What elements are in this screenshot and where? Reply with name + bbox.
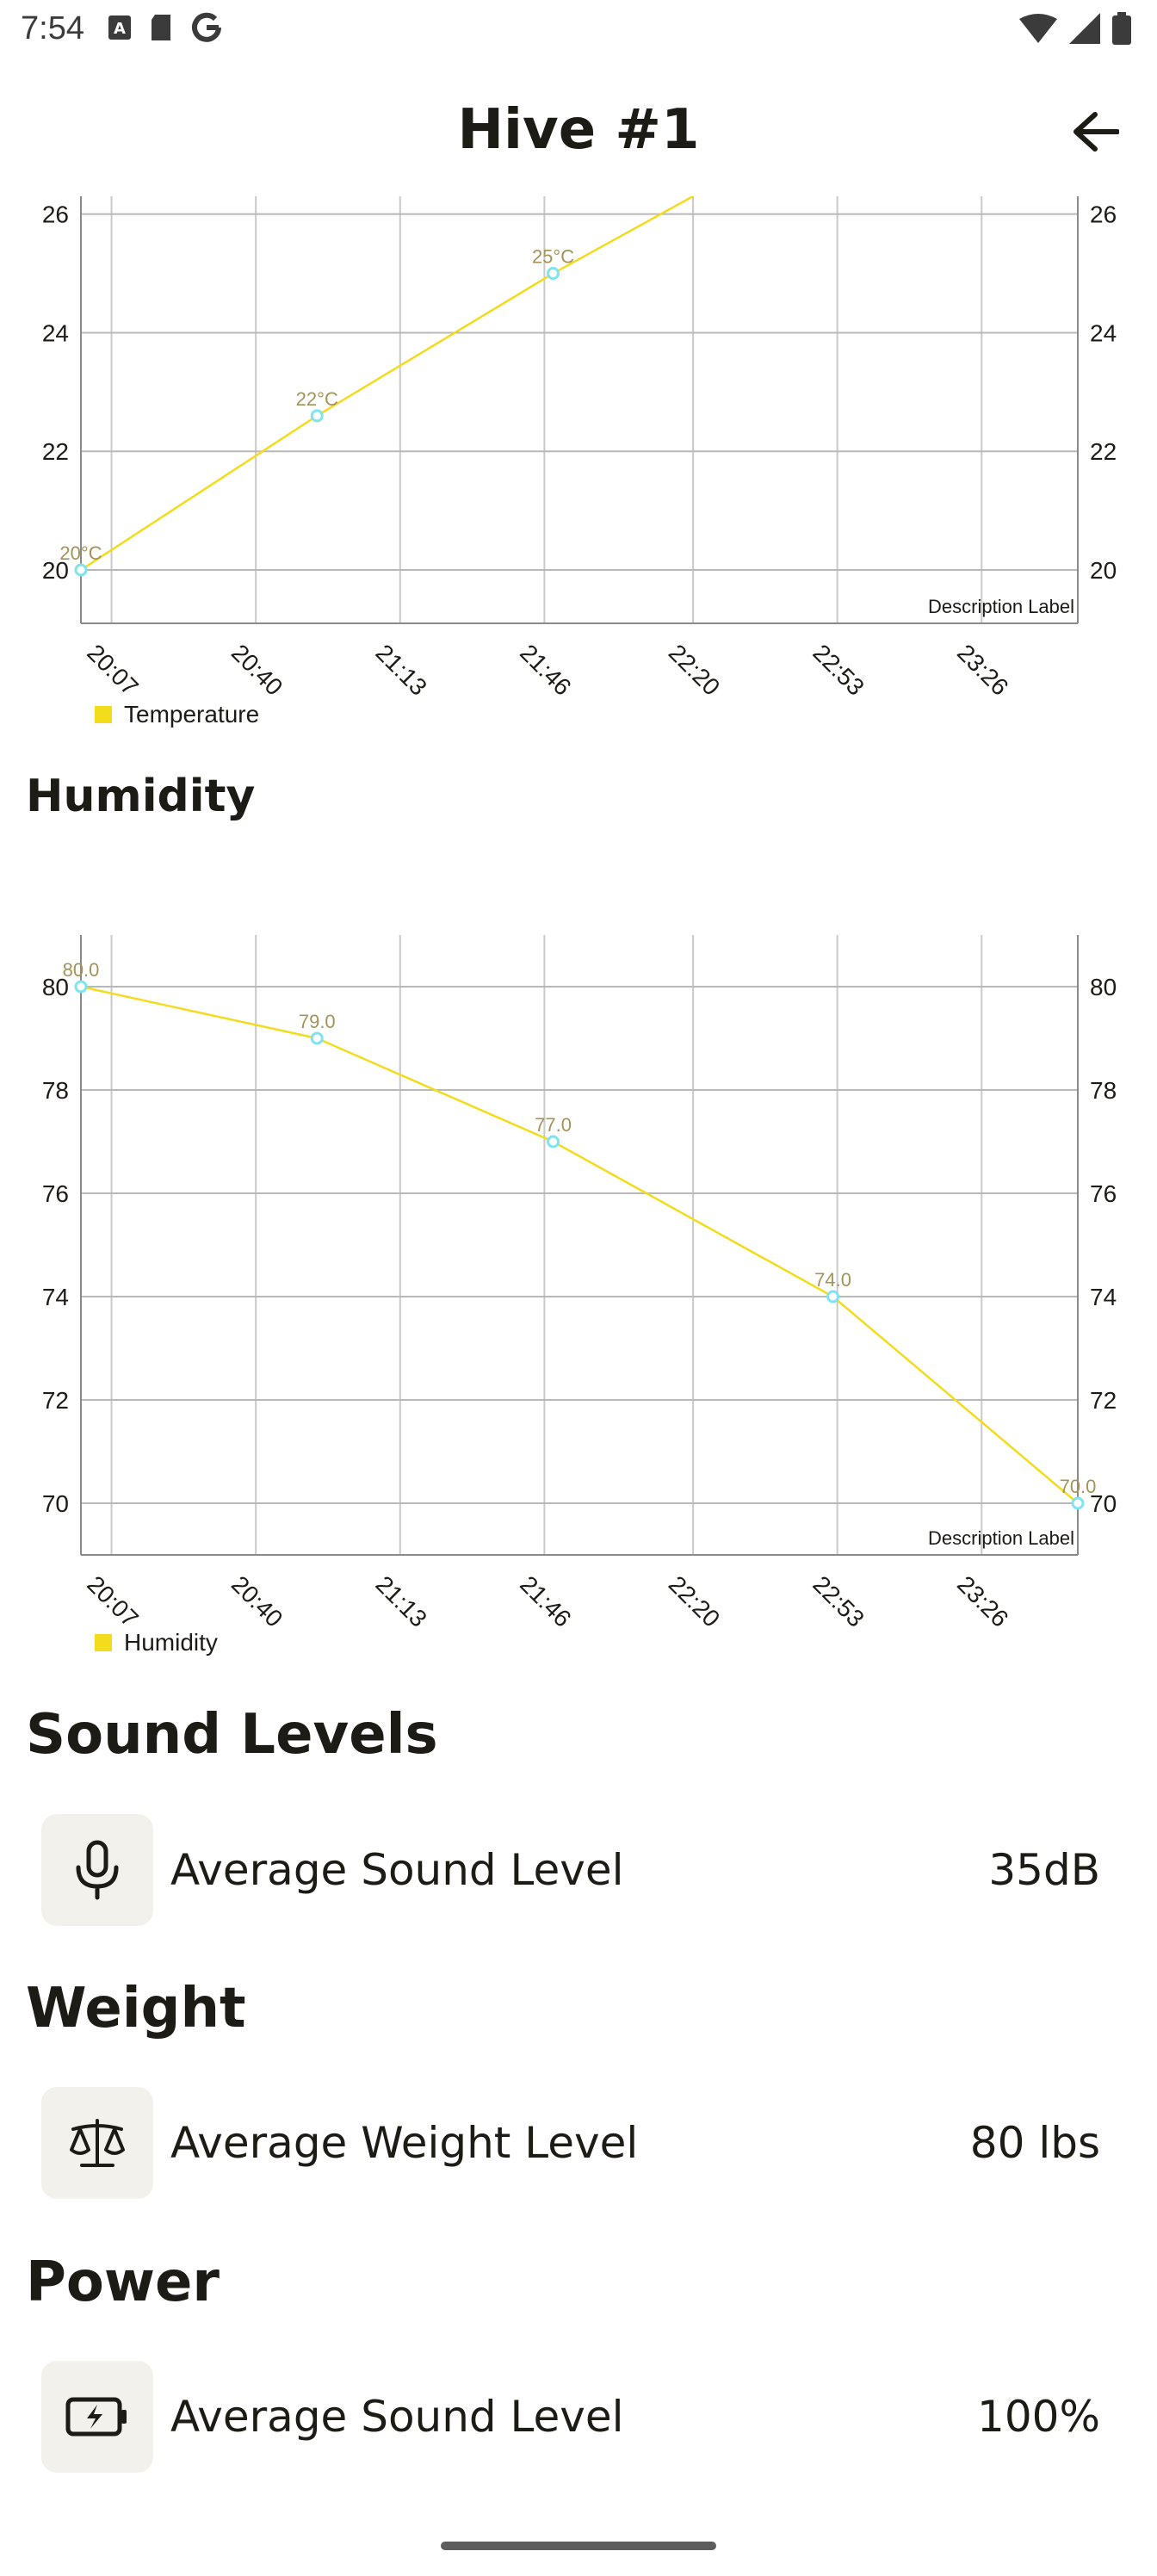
humidity-chart: 70 70 72 72 74 74 76 76 78 78 80 80 20:07 20:40 21:13 2… <box>0 913 1157 1670</box>
y-tick-label: 20 <box>1090 557 1117 584</box>
x-tick-label: 21:46 <box>515 1570 576 1632</box>
data-label: 77.0 <box>535 1114 572 1136</box>
status-time: 7:54 <box>21 10 84 46</box>
y-tick-label: 26 <box>42 201 69 228</box>
y-tick-label: 24 <box>1090 319 1117 346</box>
temperature-chart: 20 20 22 22 24 24 26 26 20:07 20:40 21:13 21:46 22:2… <box>0 181 1157 749</box>
data-point <box>310 409 324 423</box>
data-point <box>1071 1496 1085 1510</box>
microphone-icon <box>76 1840 119 1900</box>
x-tick-label: 20:07 <box>82 1570 143 1632</box>
temperature-legend: Temperature <box>95 701 259 728</box>
legend-swatch <box>95 1634 112 1651</box>
y-tick-label: 24 <box>42 319 69 346</box>
scale-icon <box>70 2119 125 2167</box>
y-tick-label: 76 <box>42 1180 69 1207</box>
sd-card-icon <box>152 15 170 40</box>
series-line <box>81 985 1078 1504</box>
legend-label: Humidity <box>124 1629 218 1656</box>
y-tick-label: 80 <box>1090 974 1117 1000</box>
power-icon-box <box>41 2361 153 2473</box>
data-point <box>547 1135 560 1149</box>
power-level-value: 100% <box>977 2392 1100 2442</box>
home-indicator[interactable] <box>441 2542 716 2550</box>
weight-icon-box <box>41 2087 153 2199</box>
y-tick-label: 72 <box>1090 1387 1117 1414</box>
svg-text:A: A <box>114 20 126 38</box>
x-tick-label: 22:53 <box>807 1570 869 1632</box>
x-tick-label: 23:26 <box>952 1570 1013 1632</box>
battery-charging-icon <box>65 2397 127 2437</box>
y-tick-label: 26 <box>1090 201 1117 228</box>
power-level-label: Average Sound Level <box>170 2392 624 2442</box>
series-line <box>81 196 694 572</box>
description-label: Description Label <box>928 596 1074 617</box>
y-tick-label: 20 <box>42 557 69 584</box>
battery-icon <box>1112 12 1131 45</box>
data-label: 20°C <box>59 542 102 564</box>
sound-level-value: 35dB <box>988 1845 1100 1895</box>
y-tick-label: 22 <box>1090 438 1117 465</box>
x-tick-label: 22:53 <box>807 639 869 700</box>
app-bar: Hive #1 <box>0 86 1157 181</box>
y-tick-label: 22 <box>42 438 69 465</box>
x-tick-label: 20:40 <box>226 1570 288 1632</box>
weight-level-row[interactable]: Average Weight Level 80 lbs <box>41 2087 1100 2199</box>
weight-title: Weight <box>26 1977 246 2040</box>
data-point <box>547 267 560 281</box>
y-tick-label: 74 <box>1090 1284 1117 1310</box>
x-tick-label: 20:40 <box>226 639 288 700</box>
y-tick-label: 78 <box>1090 1077 1117 1104</box>
signal-icon <box>1069 13 1100 44</box>
x-tick-label: 21:46 <box>515 639 576 700</box>
data-label: 74.0 <box>814 1269 851 1291</box>
y-tick-label: 76 <box>1090 1180 1117 1207</box>
google-icon <box>192 12 221 42</box>
humidity-title: Humidity <box>26 771 256 822</box>
x-tick-label: 23:26 <box>952 639 1013 700</box>
x-tick-label: 22:20 <box>664 639 725 700</box>
data-point <box>74 980 88 994</box>
page-title: Hive #1 <box>457 98 700 162</box>
legend-swatch <box>95 706 112 723</box>
y-tick-label: 80 <box>42 974 69 1000</box>
legend-label: Temperature <box>124 701 260 728</box>
y-tick-label: 72 <box>42 1387 69 1414</box>
weight-level-value: 80 lbs <box>969 2118 1100 2168</box>
y-tick-label: 70 <box>42 1490 69 1517</box>
back-button[interactable] <box>1066 102 1126 162</box>
x-tick-label: 21:13 <box>371 639 432 700</box>
description-label: Description Label <box>928 1527 1074 1549</box>
status-bar: 7:54 A <box>0 0 1157 62</box>
data-label: 80.0 <box>63 959 100 981</box>
power-level-row[interactable]: Average Sound Level 100% <box>41 2361 1100 2473</box>
sound-level-label: Average Sound Level <box>170 1845 624 1895</box>
temperature-chart-svg: 20 20 22 22 24 24 26 26 20:07 20:40 21:13 21:46 22:2… <box>42 196 1117 701</box>
x-tick-label: 20:07 <box>82 639 143 700</box>
data-label: 25°C <box>532 246 574 268</box>
y-tick-label: 70 <box>1090 1490 1117 1517</box>
data-point <box>74 563 88 577</box>
data-point <box>310 1031 324 1045</box>
data-point <box>826 1290 840 1303</box>
weight-level-label: Average Weight Level <box>170 2118 639 2168</box>
x-tick-label: 21:13 <box>371 1570 432 1632</box>
sound-icon-box <box>41 1814 153 1926</box>
wifi-icon <box>1019 14 1057 43</box>
data-label: 79.0 <box>299 1011 336 1032</box>
font-app-icon: A <box>108 15 131 40</box>
humidity-legend: Humidity <box>95 1629 218 1656</box>
data-label: 22°C <box>296 388 338 410</box>
power-title: Power <box>26 2251 220 2314</box>
sound-level-row[interactable]: Average Sound Level 35dB <box>41 1814 1100 1926</box>
sound-levels-title: Sound Levels <box>26 1703 438 1767</box>
y-tick-label: 78 <box>42 1077 69 1104</box>
y-tick-label: 74 <box>42 1284 69 1310</box>
x-tick-label: 22:20 <box>664 1570 725 1632</box>
humidity-chart-svg: 70 70 72 72 74 74 76 76 78 78 80 80 20:07 20:40 21:13 2… <box>42 935 1117 1632</box>
arrow-left-icon <box>1073 112 1119 152</box>
data-label: 70.0 <box>1060 1476 1097 1497</box>
